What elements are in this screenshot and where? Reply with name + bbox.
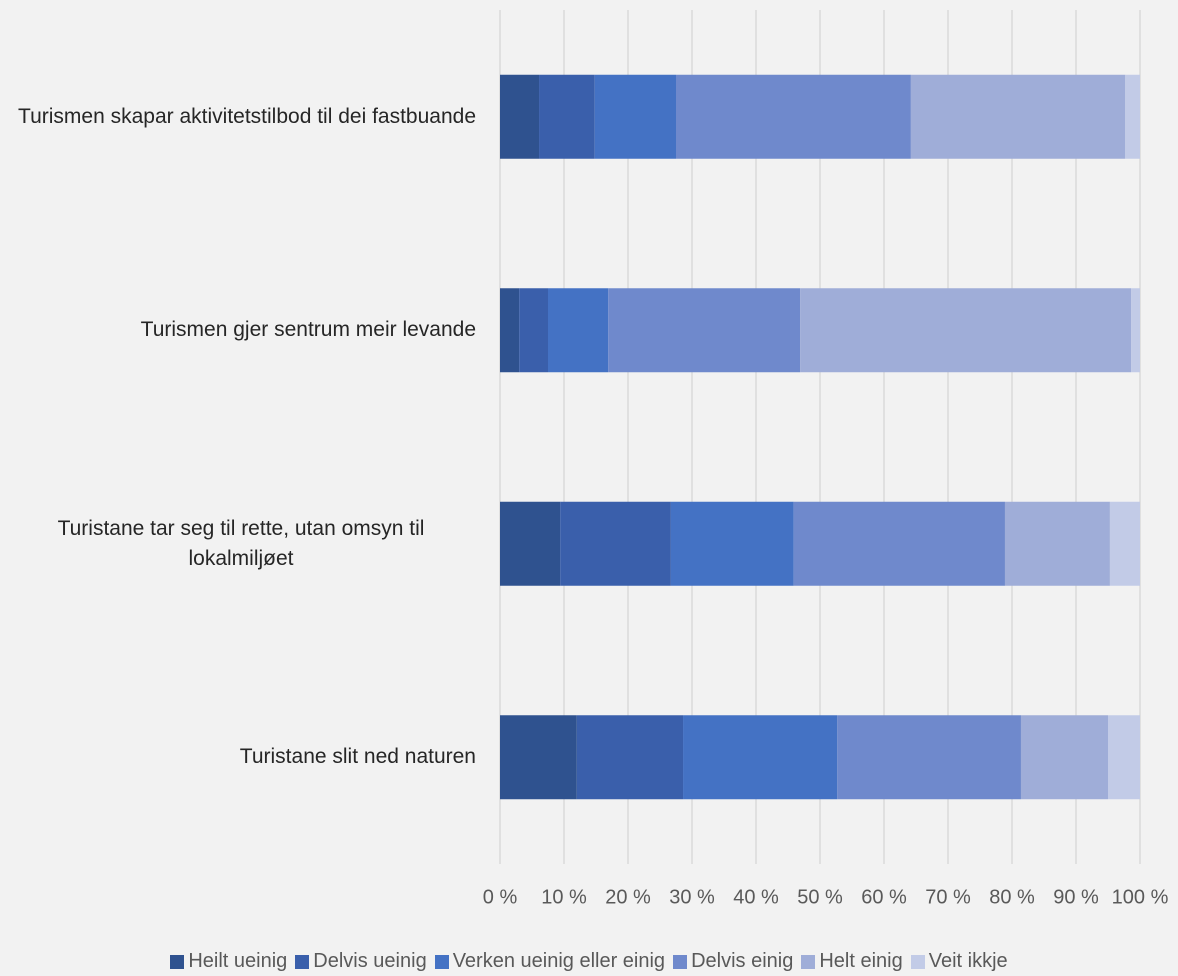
bar-segment	[548, 288, 609, 373]
legend-item: Delvis einig	[673, 950, 793, 973]
category-label-box: Turistane tar seg til rette, utan omsyn …	[0, 494, 476, 594]
x-tick-label: 40 %	[733, 886, 779, 908]
x-tick-label: 60 %	[861, 886, 907, 908]
bar-segment	[1004, 501, 1110, 586]
bar-segment	[1125, 74, 1140, 159]
legend: Heilt ueinig Delvis ueinig Verken ueinig e…	[0, 950, 1178, 973]
bar-segment	[608, 288, 801, 373]
category-label-box: Turismen gjer sentrum meir levande	[0, 280, 476, 380]
bar-segment	[1108, 715, 1140, 800]
x-tick-label: 90 %	[1053, 886, 1099, 908]
bar-segment	[670, 501, 794, 586]
legend-swatch	[801, 954, 816, 969]
x-tick-label: 70 %	[925, 886, 971, 908]
bar-segment	[1131, 288, 1140, 373]
x-tick-label: 100 %	[1112, 886, 1169, 908]
category-label: Turistane slit ned naturen	[239, 745, 476, 769]
bar-segment	[683, 715, 838, 800]
x-tick-label: 10 %	[541, 886, 587, 908]
x-tick-label: 0 %	[483, 886, 518, 908]
x-tick-label: 20 %	[605, 886, 651, 908]
bar-segment	[800, 288, 1132, 373]
bar-segment	[576, 715, 684, 800]
bar-segment	[1020, 715, 1108, 800]
legend-label: Heilt ueinig	[188, 950, 288, 972]
x-tick-label: 50 %	[797, 886, 843, 908]
bar-segment	[676, 74, 911, 159]
bar-segment	[500, 288, 520, 373]
legend-label: Delvis ueinig	[313, 950, 427, 972]
bar-segment	[793, 501, 1005, 586]
bar-segment	[500, 74, 540, 159]
bar-segment	[910, 74, 1126, 159]
category-label-box: Turistane slit ned naturen	[0, 707, 476, 807]
category-label: Turistane tar seg til rette, utan omsyn …	[57, 516, 425, 570]
legend-label: Helt einig	[819, 950, 903, 972]
bar-segment	[500, 501, 561, 586]
bar-segment	[1109, 501, 1140, 586]
x-tick-label: 80 %	[989, 886, 1035, 908]
legend-label: Verken ueinig eller einig	[452, 950, 666, 972]
legend-item: Heilt ueinig	[170, 950, 287, 973]
category-label-box: Turismen skapar aktivitetstilbod til dei…	[0, 67, 476, 167]
bar-segment	[500, 715, 577, 800]
legend-item: Delvis ueinig	[295, 950, 427, 973]
legend-swatch	[295, 954, 310, 969]
legend-swatch	[910, 954, 925, 969]
legend-label: Veit ikkje	[928, 950, 1008, 972]
legend-label: Delvis einig	[691, 950, 794, 972]
legend-swatch	[434, 954, 449, 969]
category-label: Turismen skapar aktivitetstilbod til dei…	[18, 104, 476, 128]
bar-segment	[539, 74, 595, 159]
bar-segment	[594, 74, 676, 159]
legend-item: Veit ikkje	[910, 950, 1008, 973]
legend-swatch	[673, 954, 688, 969]
legend-item: Verken ueinig eller einig	[434, 950, 666, 973]
bar-segment	[519, 288, 548, 373]
bar-segment	[560, 501, 671, 586]
legend-item: Helt einig	[801, 950, 903, 973]
bar-segment	[837, 715, 1021, 800]
legend-swatch	[170, 954, 185, 969]
x-tick-label: 30 %	[669, 886, 715, 908]
category-label: Turismen gjer sentrum meir levande	[140, 318, 476, 342]
